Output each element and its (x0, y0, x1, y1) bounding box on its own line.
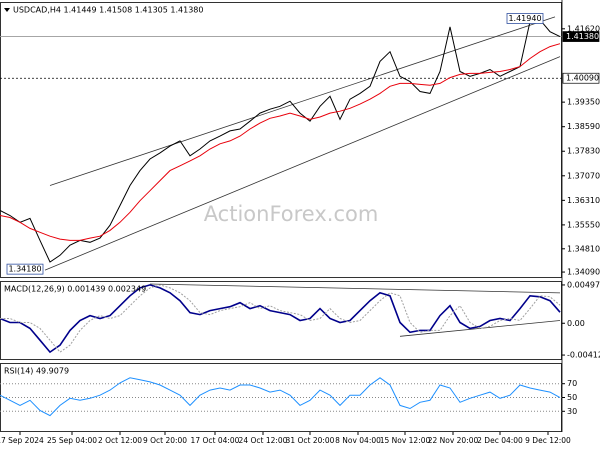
y-tick-label: 1.37070 (567, 171, 600, 180)
panel-title: MACD(12,26,9) 0.001439 0.002349 (4, 285, 146, 294)
x-tick-label: 31 Oct 20:00 (286, 436, 335, 445)
annotation-box (506, 13, 544, 24)
y-tick-label: 70 (567, 379, 577, 388)
x-tick-label: 8 Nov 04:00 (335, 436, 381, 445)
x-tick-label: 2 Dec 04:00 (477, 436, 523, 445)
x-tick-label: 25 Sep 04:00 (47, 436, 97, 445)
x-tick-label: 9 Oct 20:00 (143, 436, 187, 445)
series-line (0, 19, 561, 263)
x-tick-label: 22 Nov 20:00 (428, 436, 479, 445)
y-tick-label: 1.35550 (567, 220, 600, 229)
annotation-box (6, 263, 44, 275)
series-line (0, 284, 561, 353)
y-tick-label: 30 (567, 407, 577, 416)
price-level-label: 1.40090 (566, 74, 599, 83)
trend-line (44, 56, 561, 271)
y-tick-label: 1.38590 (567, 122, 600, 131)
y-tick-label: -0.004126 (567, 351, 600, 360)
panel-frame (0, 2, 562, 278)
series-line (0, 377, 561, 417)
trend-line (149, 283, 561, 294)
watermark: ActionForex.com (204, 202, 379, 226)
menu-triangle (4, 8, 10, 12)
y-tick-label: 1.39350 (567, 98, 600, 107)
panel-title: RSI(14) 49.9079 (4, 367, 69, 376)
panel-frame (0, 281, 562, 360)
x-tick-label: 15 Nov 12:00 (380, 436, 431, 445)
x-tick-label: 2 Oct 12:00 (98, 436, 142, 445)
annotation-label: 1.41940 (508, 14, 541, 23)
y-tick-label: 1.34090 (567, 268, 600, 277)
x-tick-label: 24 Oct 12:00 (239, 436, 288, 445)
series-line (0, 43, 561, 241)
y-tick-label: 0.00 (567, 319, 585, 328)
y-tick-label: 50 (567, 393, 577, 402)
y-tick-label: 1.41620 (567, 24, 600, 33)
x-tick-label: 9 Dec 12:00 (525, 436, 571, 445)
y-tick-label: 1.36310 (567, 196, 600, 205)
y-tick-label: 0.004971 (567, 280, 600, 289)
series-line (0, 284, 561, 354)
annotation-label: 1.34180 (8, 265, 41, 274)
trend-line (399, 320, 561, 337)
price-level-label: 1.41380 (566, 32, 599, 41)
trend-line (49, 16, 556, 186)
price-level-box (562, 31, 600, 42)
x-tick-label: 17 Oct 04:00 (191, 436, 240, 445)
y-tick-label: 1.37830 (567, 147, 600, 156)
panel-title: USDCAD,H4 1.41449 1.41508 1.41305 1.4138… (13, 6, 203, 15)
x-tick-label: 17 Sep 2024 (0, 436, 44, 445)
price-level-box (562, 72, 600, 84)
y-tick-label: 1.34810 (567, 244, 600, 253)
